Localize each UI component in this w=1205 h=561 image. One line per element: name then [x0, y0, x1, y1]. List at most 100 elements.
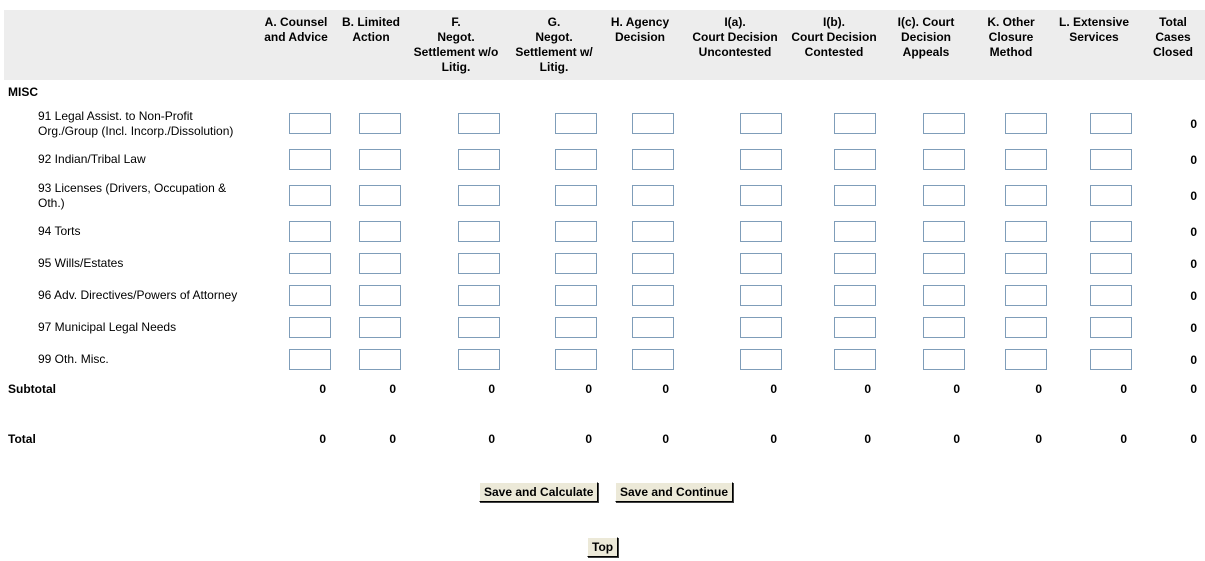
cell-input[interactable]	[923, 185, 965, 206]
total-row-value: 0	[389, 432, 396, 446]
cell-input[interactable]	[923, 285, 965, 306]
cell-input[interactable]	[458, 317, 500, 338]
cell-input[interactable]	[632, 253, 674, 274]
column-header: I(a). Court Decision Uncontested	[692, 15, 778, 59]
cell-input[interactable]	[923, 149, 965, 170]
column-header: I(c). Court Decision Appeals	[897, 15, 955, 59]
row-label: 99 Oth. Misc.	[38, 352, 109, 366]
cell-input[interactable]	[923, 349, 965, 370]
row-total: 0	[1190, 189, 1197, 203]
cell-input[interactable]	[555, 317, 597, 338]
cell-input[interactable]	[555, 285, 597, 306]
cell-input[interactable]	[632, 149, 674, 170]
cell-input[interactable]	[740, 149, 782, 170]
cell-input[interactable]	[289, 317, 331, 338]
cell-input[interactable]	[359, 349, 401, 370]
cell-input[interactable]	[359, 185, 401, 206]
cell-input[interactable]	[1005, 317, 1047, 338]
total-row-value: 0	[585, 432, 592, 446]
cell-input[interactable]	[834, 113, 876, 134]
cell-input[interactable]	[834, 349, 876, 370]
cell-input[interactable]	[740, 221, 782, 242]
cell-input[interactable]	[1005, 285, 1047, 306]
cell-input[interactable]	[834, 285, 876, 306]
cell-input[interactable]	[1005, 349, 1047, 370]
cell-input[interactable]	[632, 221, 674, 242]
cell-input[interactable]	[289, 113, 331, 134]
row-total: 0	[1190, 353, 1197, 367]
cell-input[interactable]	[289, 253, 331, 274]
cell-input[interactable]	[834, 317, 876, 338]
cell-input[interactable]	[632, 285, 674, 306]
cell-input[interactable]	[923, 221, 965, 242]
cell-input[interactable]	[555, 113, 597, 134]
cell-input[interactable]	[740, 349, 782, 370]
row-label: 91 Legal Assist. to Non-Profit Org./Grou…	[38, 109, 234, 138]
cell-input[interactable]	[632, 113, 674, 134]
cell-input[interactable]	[359, 285, 401, 306]
cell-input[interactable]	[359, 149, 401, 170]
cell-input[interactable]	[834, 253, 876, 274]
cell-input[interactable]	[1090, 317, 1132, 338]
cell-input[interactable]	[1090, 285, 1132, 306]
cell-input[interactable]	[1090, 349, 1132, 370]
cell-input[interactable]	[1005, 221, 1047, 242]
cell-input[interactable]	[458, 113, 500, 134]
cell-input[interactable]	[289, 185, 331, 206]
cell-input[interactable]	[458, 349, 500, 370]
cell-input[interactable]	[458, 285, 500, 306]
top-button[interactable]: Top	[587, 537, 619, 557]
save-and-continue-button[interactable]: Save and Continue	[615, 482, 734, 502]
cell-input[interactable]	[1090, 253, 1132, 274]
cell-input[interactable]	[359, 253, 401, 274]
cell-input[interactable]	[458, 149, 500, 170]
cell-input[interactable]	[289, 149, 331, 170]
cell-input[interactable]	[632, 349, 674, 370]
subtotal-row-value: 0	[770, 382, 777, 396]
save-and-calculate-button[interactable]: Save and Calculate	[479, 482, 599, 502]
cell-input[interactable]	[740, 113, 782, 134]
cell-input[interactable]	[740, 285, 782, 306]
cell-input[interactable]	[555, 349, 597, 370]
total-row-label: Total	[8, 432, 36, 446]
cell-input[interactable]	[834, 221, 876, 242]
cell-input[interactable]	[555, 185, 597, 206]
cell-input[interactable]	[834, 185, 876, 206]
cell-input[interactable]	[458, 253, 500, 274]
cell-input[interactable]	[1005, 113, 1047, 134]
cell-input[interactable]	[834, 149, 876, 170]
cell-input[interactable]	[1090, 113, 1132, 134]
cell-input[interactable]	[740, 317, 782, 338]
total-row-value: 0	[953, 432, 960, 446]
cell-input[interactable]	[1005, 185, 1047, 206]
row-label: 92 Indian/Tribal Law	[38, 152, 146, 166]
cell-input[interactable]	[1005, 149, 1047, 170]
cell-input[interactable]	[1005, 253, 1047, 274]
total-row-value: 0	[1035, 432, 1042, 446]
cell-input[interactable]	[359, 221, 401, 242]
cell-input[interactable]	[1090, 185, 1132, 206]
cell-input[interactable]	[632, 317, 674, 338]
cell-input[interactable]	[458, 185, 500, 206]
subtotal-row-label: Subtotal	[8, 382, 56, 396]
cell-input[interactable]	[359, 317, 401, 338]
row-total: 0	[1190, 321, 1197, 335]
cell-input[interactable]	[923, 113, 965, 134]
cell-input[interactable]	[923, 253, 965, 274]
cell-input[interactable]	[458, 221, 500, 242]
cell-input[interactable]	[740, 185, 782, 206]
cell-input[interactable]	[632, 185, 674, 206]
cell-input[interactable]	[555, 149, 597, 170]
cell-input[interactable]	[555, 253, 597, 274]
cell-input[interactable]	[1090, 221, 1132, 242]
cell-input[interactable]	[555, 221, 597, 242]
column-header: B. Limited Action	[341, 15, 400, 44]
cell-input[interactable]	[289, 349, 331, 370]
cell-input[interactable]	[740, 253, 782, 274]
cell-input[interactable]	[1090, 149, 1132, 170]
column-header: A. Counsel and Advice	[264, 15, 328, 44]
cell-input[interactable]	[289, 285, 331, 306]
cell-input[interactable]	[289, 221, 331, 242]
cell-input[interactable]	[923, 317, 965, 338]
cell-input[interactable]	[359, 113, 401, 134]
